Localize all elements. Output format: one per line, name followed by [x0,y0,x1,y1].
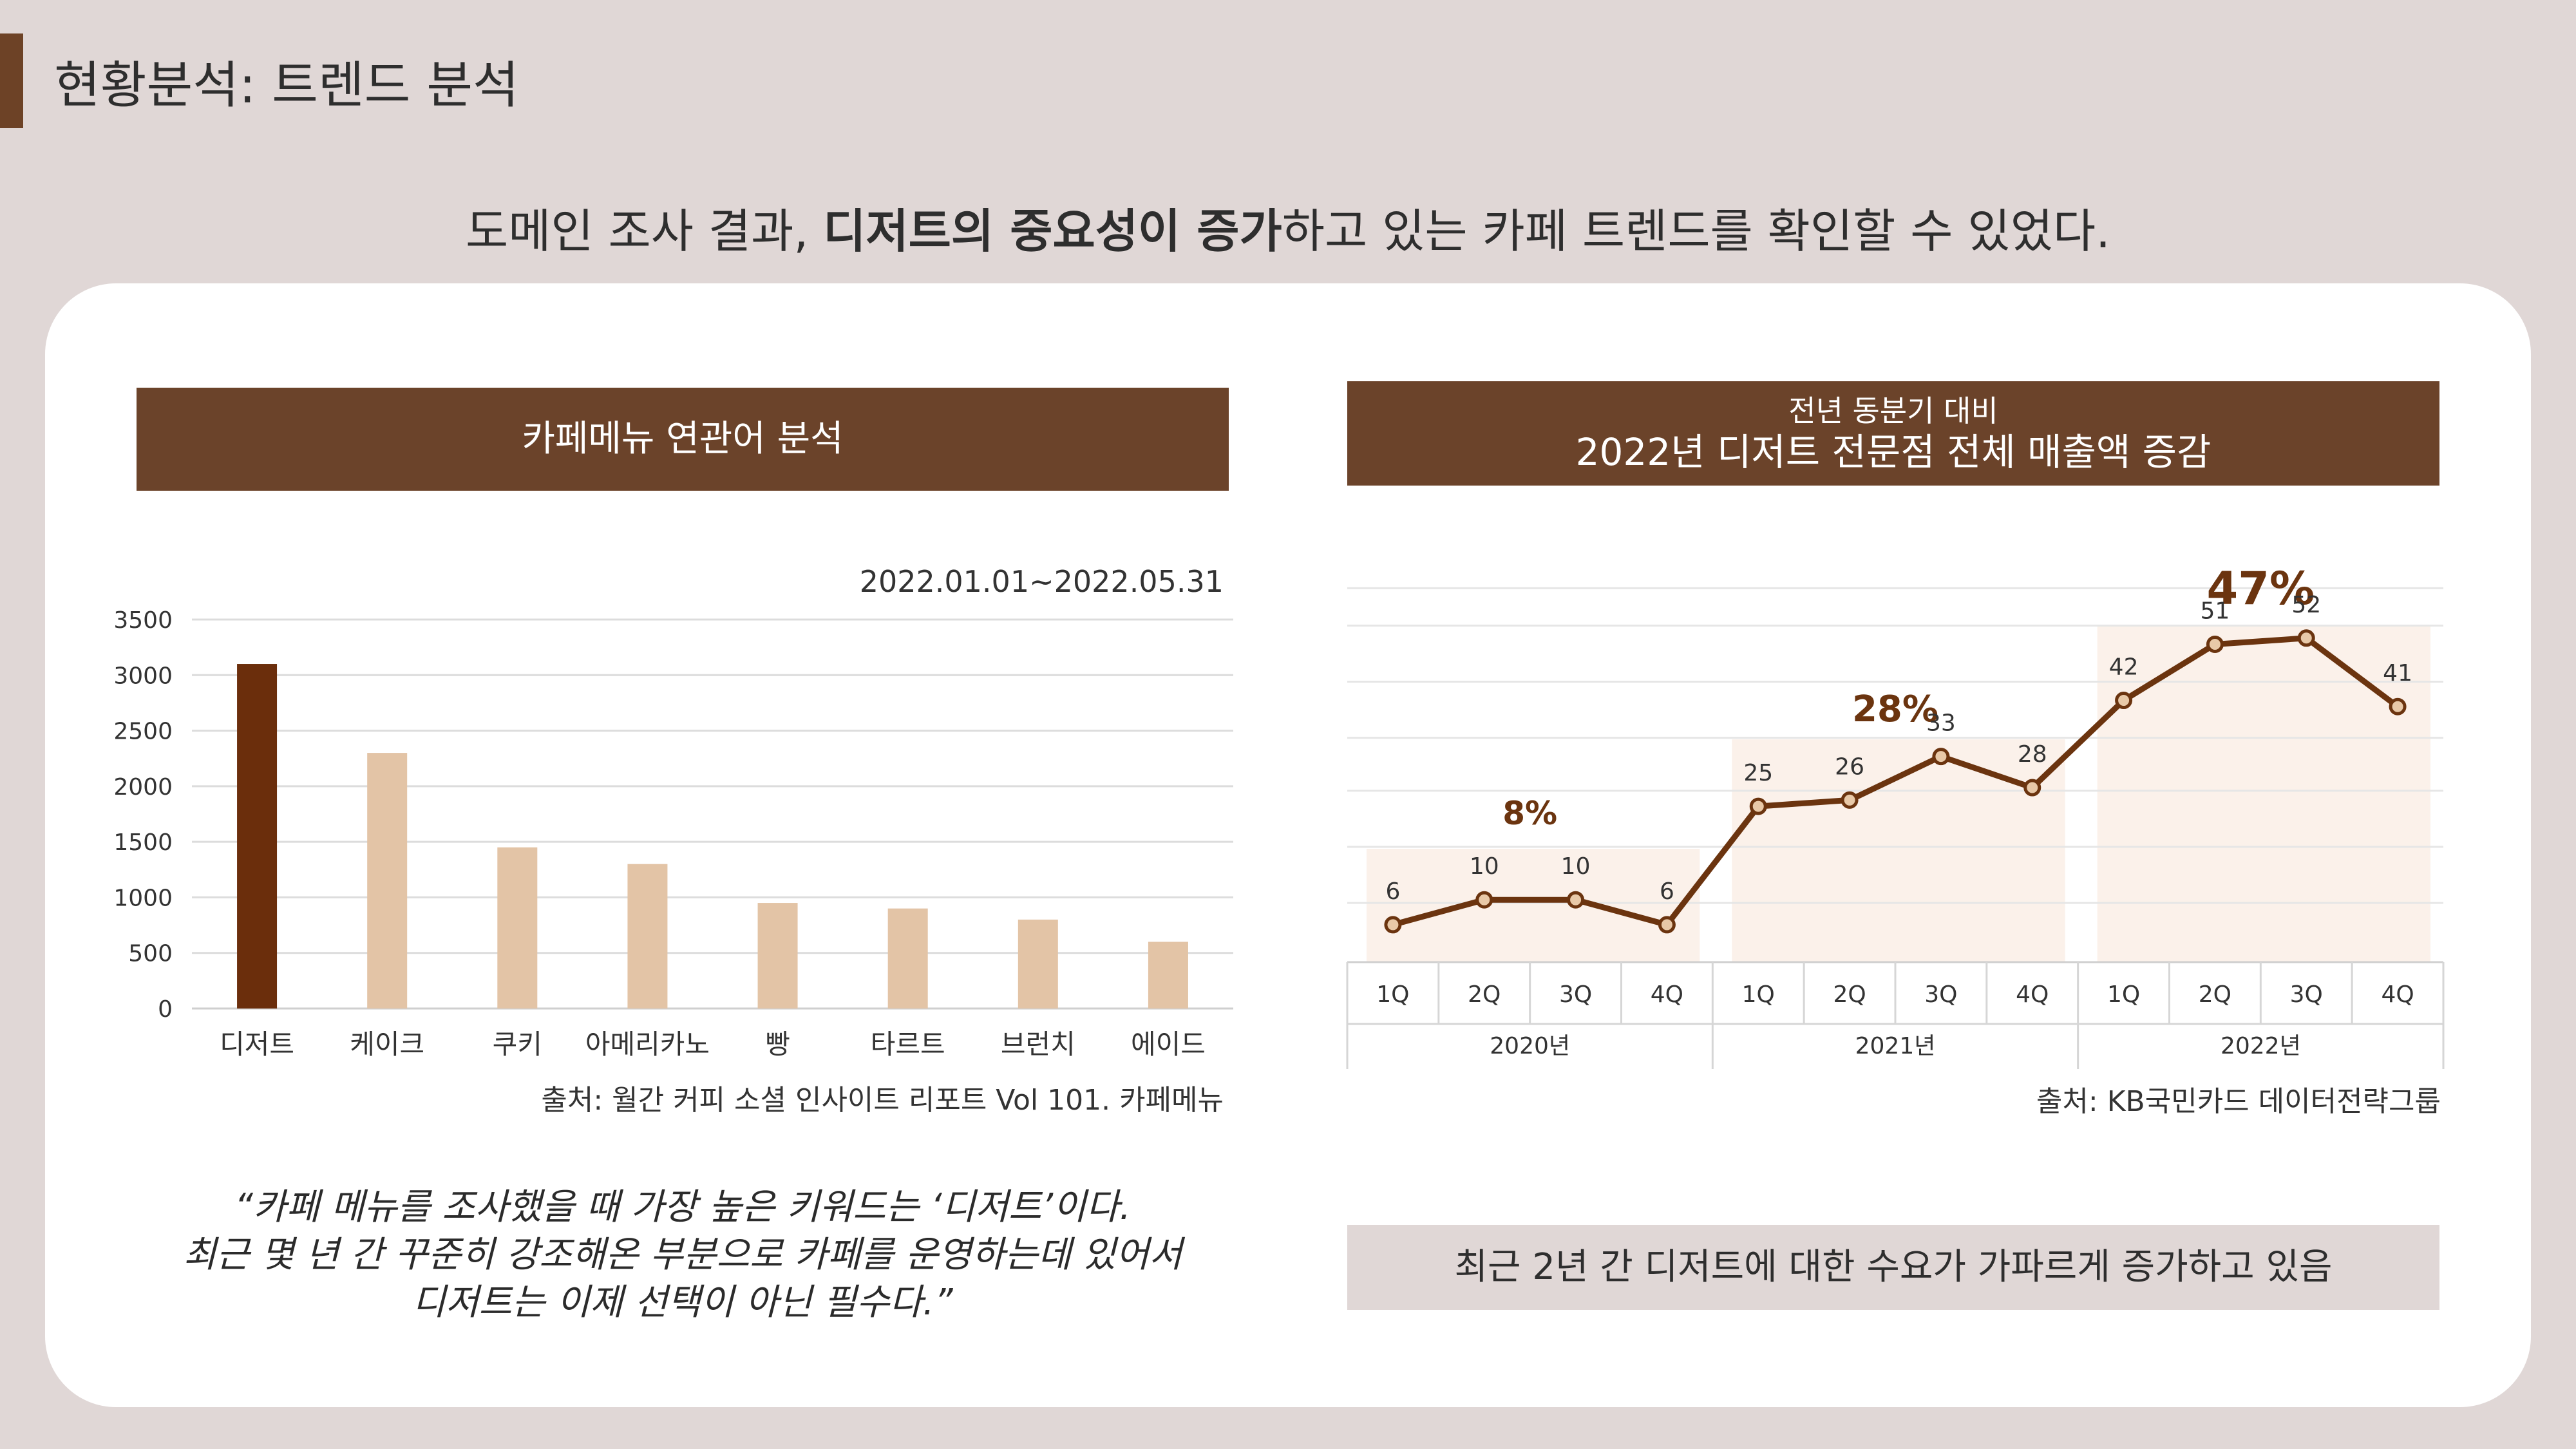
line-data-label: 51 [2201,598,2230,624]
bar-category-label: 케이크 [350,1028,424,1060]
bar-y-tick-label: 0 [158,996,173,1023]
bar [627,864,668,1009]
line-data-label: 28 [2018,741,2047,768]
bar-y-tick-label: 500 [128,941,173,967]
quote: “카페 메뉴를 조사했을 때 가장 높은 키워드는 ‘디저트’이다. 최근 몇 … [137,1184,1229,1327]
quarter-label: 3Q [1559,981,1592,1008]
quarter-label: 3Q [1924,981,1957,1008]
headline-post: 하고 있는 카페 트렌드를 확인할 수 있었다. [1282,204,2111,258]
line-data-label: 10 [1470,853,1499,880]
year-growth-label: 8% [1502,795,1557,832]
year-label: 2020년 [1490,1033,1570,1059]
right-banner-subtitle: 전년 동분기 대비 [1788,393,1998,428]
quote-line-2: 최근 몇 년 간 꾸준히 강조해온 부분으로 카페를 운영하는데 있어서 [183,1234,1182,1276]
bar-category-label: 디저트 [220,1028,294,1060]
bar [237,664,278,1009]
line-point [2023,779,2041,797]
year-band [1732,739,2065,962]
line-series [1390,635,2401,928]
line-point [2297,629,2315,647]
line-data-label: 6 [1660,878,1674,905]
bar-y-tick-label: 3500 [113,607,173,634]
date-range: 2022.01.01~2022.05.31 [859,564,1224,599]
quarter-label: 1Q [1742,981,1775,1008]
summary-box: 최근 2년 간 디저트에 대한 수요가 가파르게 증가하고 있음 [1347,1225,2439,1310]
quarter-label: 4Q [2016,981,2049,1008]
year-label: 2021년 [1855,1033,1936,1059]
headline-pre: 도메인 조사 결과, [465,204,824,258]
line-data-label: 10 [1561,853,1591,880]
line-point [1384,916,1402,934]
year-growth-label: 47% [2207,562,2315,615]
bar [497,847,538,1009]
bar [1148,942,1188,1009]
quarter-label: 2Q [2199,981,2231,1008]
line-point [2115,692,2133,710]
bar [1018,919,1058,1009]
bar-category-label: 타르트 [871,1028,945,1060]
line-point [1841,791,1859,809]
right-banner: 전년 동분기 대비 2022년 디저트 전문점 전체 매출액 증감 [1347,381,2439,486]
line-point [2206,635,2224,653]
bar-category-label: 빵 [765,1028,790,1060]
page-title: 현황분석: 트렌드 분석 [54,57,519,115]
quarter-label: 2Q [1468,981,1501,1008]
title-accent-bar [0,33,23,128]
line-data-label: 41 [2383,660,2412,687]
bar [887,908,928,1009]
quarter-label: 1Q [2107,981,2140,1008]
line-data-label: 33 [1926,710,1956,737]
quarter-label: 2Q [1833,981,1866,1008]
line-data-label: 6 [1385,878,1400,905]
line-data-label: 25 [1743,760,1773,786]
right-source: 출처: KB국민카드 데이터전략그룹 [2036,1085,2441,1118]
line-point [1749,797,1767,815]
bar-y-tick-label: 1000 [113,885,173,911]
line-data-label: 42 [2109,654,2139,681]
bar [367,753,408,1009]
bar-y-tick-label: 1500 [113,829,173,856]
bar-y-tick-label: 2500 [113,719,173,745]
line-point [1932,748,1950,766]
quarter-label: 1Q [1376,981,1409,1008]
quarter-label: 3Q [2290,981,2323,1008]
quarter-label: 4Q [2381,981,2414,1008]
line-data-label: 26 [1835,753,1864,780]
headline-bold: 디저트의 중요성이 증가 [823,204,1282,258]
year-band [2097,626,2430,962]
left-source: 출처: 월간 커피 소셜 인사이트 리포트 Vol 101. 카페메뉴 [541,1084,1224,1117]
line-point [1658,916,1676,934]
right-banner-title: 2022년 디저트 전문점 전체 매출액 증감 [1575,430,2211,474]
bar [757,903,798,1009]
quote-line-3: 디저트는 이제 선택이 아닌 필수다.” [412,1282,953,1323]
line-point [2389,697,2407,715]
left-banner: 카페메뉴 연관어 분석 [137,388,1229,491]
headline: 도메인 조사 결과, 디저트의 중요성이 증가하고 있는 카페 트렌드를 확인할… [0,193,2576,261]
bar-y-tick-label: 2000 [113,774,173,800]
bar-y-tick-label: 3000 [113,663,173,689]
bar-category-label: 에이드 [1131,1028,1206,1060]
bar-category-label: 쿠키 [493,1028,542,1060]
line-point [1567,891,1585,909]
year-growth-label: 28% [1852,688,1938,730]
bar-category-label: 브런치 [1001,1028,1075,1060]
quote-line-1: “카페 메뉴를 조사했을 때 가장 높은 키워드는 ‘디저트’이다. [234,1186,1131,1228]
year-band [1367,849,1700,962]
line-point [1475,891,1493,909]
bar-category-label: 아메리카노 [585,1028,710,1060]
year-label: 2022년 [2221,1033,2301,1059]
quarter-label: 4Q [1651,981,1683,1008]
line-data-label: 52 [2291,592,2321,618]
